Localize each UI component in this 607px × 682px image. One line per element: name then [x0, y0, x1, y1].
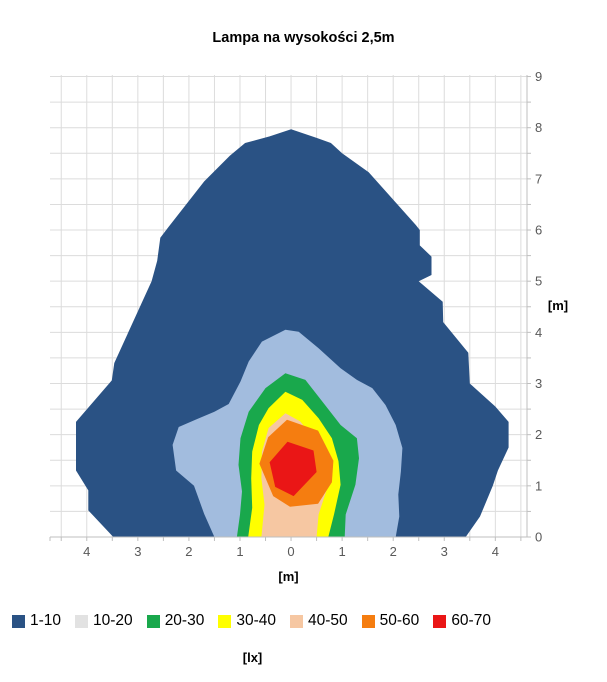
legend-item-30-40: 30-40 — [218, 611, 276, 631]
legend-swatch-10-20 — [75, 614, 89, 628]
x-axis-label: [m] — [278, 569, 298, 584]
x-tick-label: 2 — [390, 544, 397, 559]
x-tick-label: 0 — [287, 544, 294, 559]
legend-label: 30-40 — [236, 612, 276, 629]
legend-label: 40-50 — [308, 612, 348, 629]
legend-label: 60-70 — [451, 612, 491, 629]
legend-swatch-40-50 — [290, 614, 303, 628]
y-tick-label: 6 — [535, 223, 542, 238]
legend-swatch-1-10 — [12, 614, 25, 628]
y-tick-label: 0 — [535, 530, 542, 545]
y-tick-label: 4 — [535, 325, 542, 340]
legend-label: 10-20 — [93, 612, 133, 629]
legend-label: 1-10 — [30, 612, 62, 629]
legend-item-1-10: 1-10 — [12, 611, 61, 631]
band-60-70 — [269, 441, 317, 497]
legend-swatch-20-30 — [146, 614, 160, 628]
x-tick-label: 4 — [492, 544, 499, 559]
x-tick-label: 1 — [236, 544, 243, 559]
chart-title: Lampa na wysokości 2,5m — [212, 30, 395, 46]
legend-swatch-60-70 — [433, 614, 447, 628]
y-tick-label: 3 — [535, 376, 542, 391]
legend-label: 50-60 — [379, 612, 420, 629]
legend-swatch-30-40 — [218, 614, 232, 628]
legend-unit-label: [lx] — [242, 650, 263, 665]
y-tick-label: 1 — [535, 478, 542, 493]
y-axis-label: [m] — [548, 298, 568, 313]
y-tick-label: 7 — [535, 171, 542, 186]
y-tick-label: 9 — [535, 69, 542, 84]
legend-item-60-70: 60-70 — [433, 611, 491, 631]
legend: 1-10 10-20 20-30 30-40 40-50 50-60 60-70 — [12, 611, 491, 631]
x-tick-label: 4 — [83, 544, 90, 559]
y-tick-label: 8 — [535, 120, 542, 135]
y-tick-label: 5 — [535, 274, 542, 289]
legend-item-20-30: 20-30 — [146, 611, 205, 631]
contour-plot: 4 3 2 1 0 1 2 3 4 0 1 2 3 4 5 6 7 8 9 [m] [m] — [49, 69, 568, 584]
x-tick-label: 1 — [339, 544, 346, 559]
y-tick-label: 2 — [535, 427, 542, 442]
legend-item-40-50: 40-50 — [290, 611, 348, 631]
x-tick-label: 3 — [134, 544, 141, 559]
legend-item-50-60: 50-60 — [361, 611, 420, 631]
x-tick-label: 3 — [441, 544, 448, 559]
legend-label: 20-30 — [164, 612, 205, 629]
x-tick-label: 2 — [185, 544, 192, 559]
legend-item-10-20: 10-20 — [75, 611, 133, 631]
legend-swatch-50-60 — [361, 614, 375, 628]
